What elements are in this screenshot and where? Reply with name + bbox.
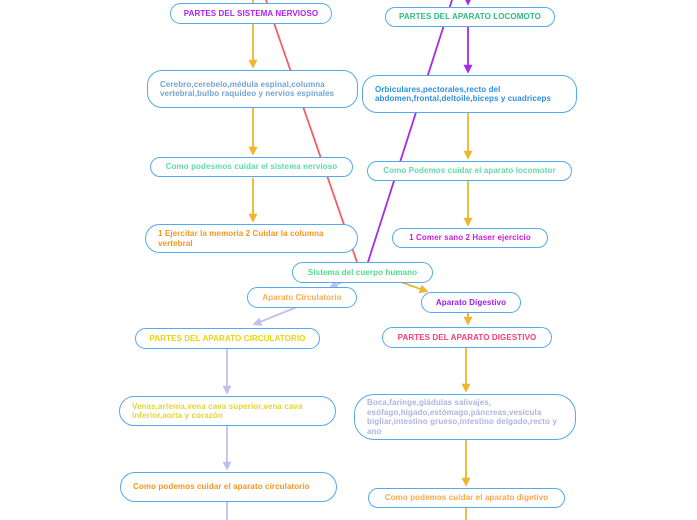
node-partes-circulatorio-list[interactable]: Venas,artenía,vena cava superior,vena ca… (119, 396, 336, 426)
node-partes-aparato-locomoto[interactable]: PARTES DEL APARATO LOCOMOTO (385, 7, 555, 27)
node-partes-nervioso-list[interactable]: Cerebro,cerebelo,médula espinal,columna … (147, 70, 358, 108)
node-partes-locomotor-list[interactable]: Orbiculares,pectorales,recto del abdomen… (362, 75, 577, 113)
node-partes-sistema-nervioso[interactable]: PARTES DEL SISTEMA NERVIOSO (170, 3, 332, 24)
node-partes-aparato-digestivo[interactable]: PARTES DEL APARATO DIGESTIVO (382, 327, 552, 348)
node-partes-digestivo-list[interactable]: Boca,faringe,gládulas salivajes, esófago… (354, 394, 576, 440)
edge-circulatorio-1 (252, 306, 298, 326)
node-partes-aparato-circulatorio[interactable]: PARTES DEL APARATO CIRCULATORIO (135, 328, 320, 349)
node-cuidar-circulatorio[interactable]: Como podemos cuidar el aparato circulato… (120, 472, 337, 502)
node-cuidar-digestivo[interactable]: Como podemos cuidar el aparato digetivo (368, 488, 565, 508)
node-aparato-circulatorio[interactable]: Aparato Circulatorio (247, 287, 357, 308)
node-cuidar-sistema-nervioso[interactable]: Como podesmos cuidar el sistema nervioso (150, 157, 353, 177)
node-cuidar-aparato-locomotor[interactable]: Como Podemos cuidar el aparato locomotor (367, 161, 572, 181)
node-aparato-digestivo[interactable]: Aparato Digestivo (421, 292, 521, 313)
edge-root-nervioso (265, 0, 358, 263)
edge-root-locomotor (367, 0, 453, 263)
node-cuidados-locomotor[interactable]: 1 Comer sano 2 Haser ejercicio (392, 228, 548, 248)
node-cuidados-nervioso[interactable]: 1 Ejercitar la memoria 2 Cuidar la colum… (145, 224, 358, 253)
node-root-sistema-cuerpo-humano[interactable]: Sistema del cuerpo humano (292, 262, 433, 283)
